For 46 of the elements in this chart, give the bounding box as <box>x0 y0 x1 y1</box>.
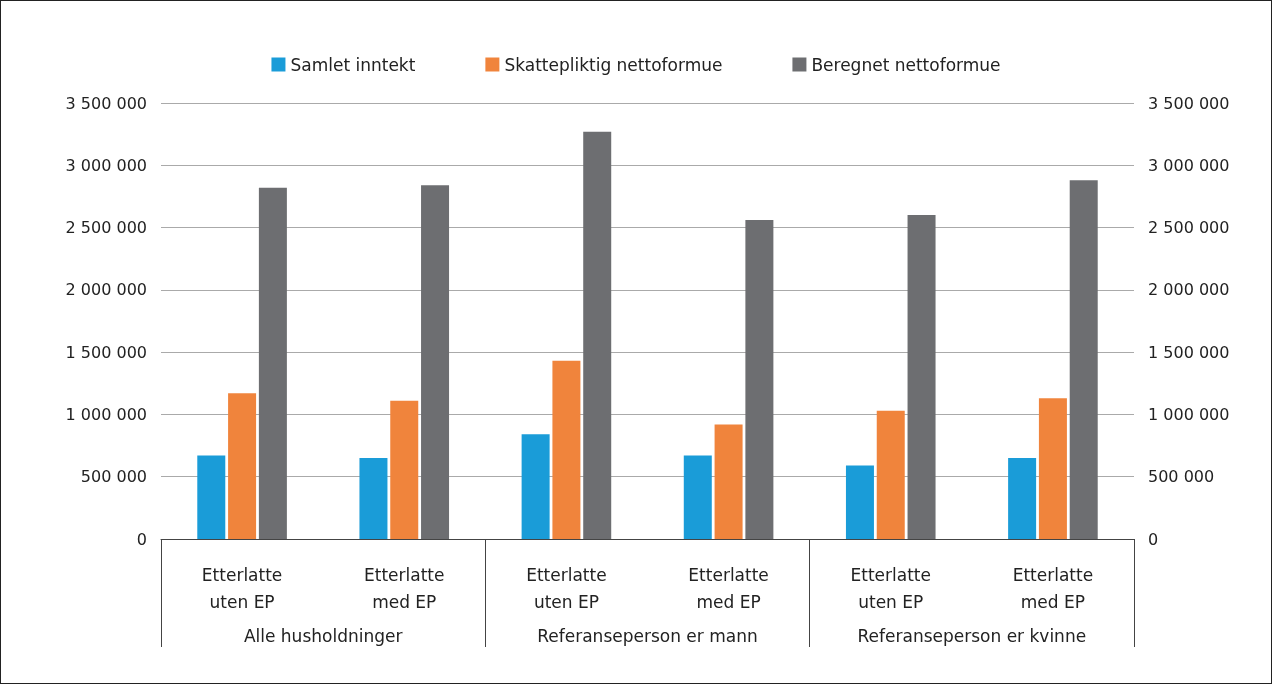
bar <box>552 360 581 539</box>
y-tick-label: 2 000 000 <box>65 280 147 300</box>
x-tick-label: Etterlatte uten EP <box>850 564 931 612</box>
y2-tick-label: 3 500 000 <box>1148 93 1230 113</box>
bar <box>421 185 450 539</box>
legend-label: Skattepliktig nettoformue <box>504 54 723 75</box>
bar <box>683 455 712 539</box>
y2-tick-label: 500 000 <box>1148 467 1215 487</box>
y2-tick-label: 1 500 000 <box>1148 342 1230 362</box>
bar <box>228 393 257 539</box>
text: Referanseperson er mann <box>537 625 758 646</box>
y2-tick-label: 1 000 000 <box>1148 404 1230 424</box>
x-tick-label: Etterlatte uten EP <box>526 564 607 612</box>
bar <box>1008 458 1037 539</box>
bar <box>583 131 612 539</box>
y-tick-label: 3 000 000 <box>65 155 147 175</box>
y-tick-label: 0 <box>136 529 147 549</box>
bar <box>714 424 743 539</box>
bar <box>745 220 774 539</box>
y2-tick-label: 2 500 000 <box>1148 218 1230 238</box>
bar <box>197 455 226 539</box>
text: Referanseperson er kvinne <box>857 625 1087 646</box>
y2-tick-label: 0 <box>1148 529 1159 549</box>
y2-tick-label: 2 000 000 <box>1148 280 1230 300</box>
y-tick-label: 1 500 000 <box>65 342 147 362</box>
bar <box>359 458 388 539</box>
x-tick-label: Etterlatte med EP <box>688 564 769 612</box>
bar <box>1069 180 1098 539</box>
bar <box>1038 398 1067 539</box>
text: Alle husholdninger <box>243 625 403 646</box>
x-tick-label: Etterlatte uten EP <box>201 564 283 612</box>
y-tick-label: 1 000 000 <box>65 404 147 424</box>
bar <box>258 187 287 539</box>
y-tick-label: 2 500 000 <box>65 218 147 238</box>
bar <box>876 410 905 539</box>
bar <box>845 465 874 539</box>
y2-tick-label: 3 000 000 <box>1148 155 1230 175</box>
legend-label: Beregnet nettoformue <box>811 54 1001 75</box>
bar <box>907 215 936 539</box>
x-tick-label: Etterlatte med EP <box>364 564 445 612</box>
legend-label: Samlet inntekt <box>290 54 416 75</box>
bar <box>390 400 419 539</box>
y-tick-label: 3 500 000 <box>65 93 147 113</box>
y-tick-label: 500 000 <box>80 467 147 487</box>
x-tick-label: Etterlatte med EP <box>1012 564 1094 612</box>
bar <box>521 434 550 539</box>
